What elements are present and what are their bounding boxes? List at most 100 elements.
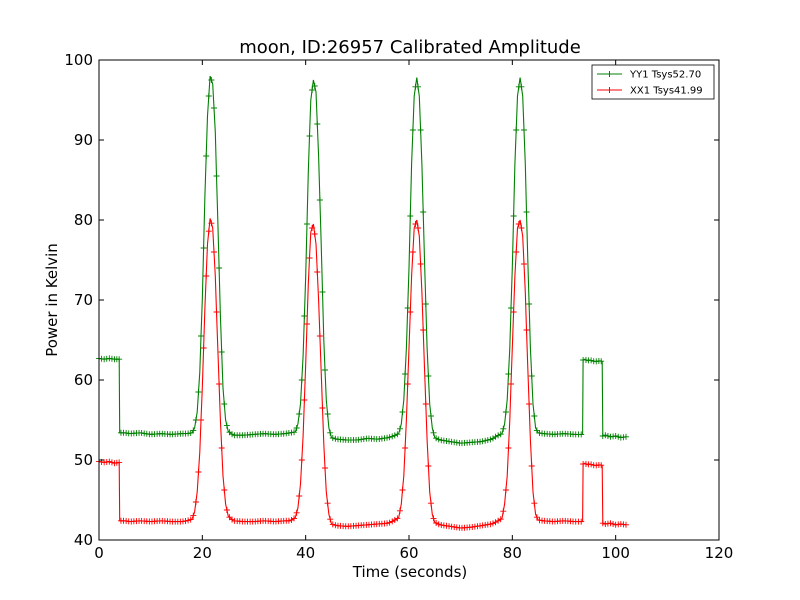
data-point bbox=[296, 411, 303, 417]
data-point bbox=[623, 521, 629, 528]
plot-area bbox=[96, 75, 629, 531]
y-tick-label: 80 bbox=[74, 211, 93, 229]
data-point bbox=[505, 371, 512, 377]
data-point bbox=[435, 521, 442, 528]
data-point bbox=[205, 93, 212, 99]
data-point bbox=[218, 445, 225, 451]
data-point bbox=[531, 413, 538, 419]
data-point bbox=[324, 500, 331, 507]
data-point bbox=[311, 231, 318, 237]
data-point bbox=[327, 429, 334, 436]
data-point bbox=[417, 261, 424, 267]
data-point bbox=[208, 77, 215, 83]
x-tick-label: 40 bbox=[296, 544, 315, 562]
data-point bbox=[208, 220, 215, 227]
data-point bbox=[430, 429, 437, 436]
data-point bbox=[203, 273, 210, 279]
x-tick-label: 80 bbox=[503, 544, 522, 562]
y-tick-label: 40 bbox=[74, 531, 93, 549]
data-point bbox=[407, 213, 414, 219]
y-axis-label: Power in Kelvin bbox=[43, 243, 61, 357]
data-point bbox=[420, 327, 427, 333]
data-point bbox=[210, 105, 217, 111]
data-point bbox=[520, 261, 527, 267]
data-point bbox=[116, 356, 123, 363]
data-point bbox=[497, 431, 504, 438]
x-tick-label: 60 bbox=[399, 544, 418, 562]
data-point bbox=[497, 516, 504, 523]
data-point bbox=[526, 401, 533, 407]
chart-title: moon, ID:26957 Calibrated Amplitude bbox=[239, 37, 581, 58]
data-point bbox=[223, 507, 230, 513]
data-point bbox=[384, 520, 391, 527]
data-point bbox=[500, 425, 507, 432]
data-point bbox=[319, 405, 326, 411]
data-point bbox=[329, 435, 336, 441]
data-point bbox=[513, 249, 520, 255]
legend-marker bbox=[606, 71, 613, 77]
data-point bbox=[291, 515, 298, 522]
data-point bbox=[291, 429, 298, 436]
data-point bbox=[508, 381, 515, 387]
data-point bbox=[399, 487, 406, 493]
data-point bbox=[309, 225, 316, 231]
data-point bbox=[433, 435, 440, 442]
data-point bbox=[523, 209, 530, 215]
data-point bbox=[598, 358, 605, 365]
data-point bbox=[389, 518, 396, 525]
data-point bbox=[578, 518, 585, 525]
data-point bbox=[293, 425, 300, 431]
data-point bbox=[602, 432, 609, 439]
data-point bbox=[404, 381, 411, 387]
data-point bbox=[599, 520, 606, 527]
legend-marker bbox=[606, 87, 613, 93]
data-point bbox=[599, 433, 606, 439]
data-point bbox=[528, 463, 535, 469]
data-point bbox=[523, 327, 530, 333]
data-point bbox=[195, 469, 202, 475]
data-point bbox=[221, 401, 228, 407]
data-point bbox=[422, 401, 429, 407]
y-tick-label: 90 bbox=[74, 131, 93, 149]
data-point bbox=[500, 508, 507, 515]
data-point bbox=[425, 373, 432, 379]
data-point bbox=[417, 127, 424, 133]
data-point bbox=[531, 500, 538, 507]
data-point bbox=[190, 427, 197, 434]
data-point bbox=[306, 133, 313, 139]
data-point bbox=[495, 432, 502, 439]
data-point bbox=[528, 373, 535, 379]
data-point bbox=[402, 371, 409, 377]
x-tick-label: 0 bbox=[94, 544, 104, 562]
data-point bbox=[200, 245, 207, 251]
data-point bbox=[430, 515, 437, 522]
data-point bbox=[396, 425, 403, 432]
data-point bbox=[106, 458, 113, 465]
x-tick-label: 100 bbox=[601, 544, 630, 562]
data-point bbox=[612, 433, 619, 439]
data-point bbox=[420, 209, 427, 215]
series-xx1 bbox=[96, 218, 629, 531]
data-point bbox=[588, 357, 595, 364]
data-point bbox=[309, 87, 316, 93]
data-point bbox=[200, 345, 207, 351]
data-point bbox=[607, 520, 614, 527]
data-point bbox=[402, 445, 409, 451]
data-point bbox=[394, 431, 401, 438]
data-point bbox=[508, 305, 515, 311]
data-point bbox=[298, 457, 305, 463]
data-point bbox=[578, 431, 585, 438]
data-point bbox=[314, 121, 321, 127]
data-point bbox=[518, 225, 525, 231]
data-point bbox=[314, 269, 321, 275]
legend-label: YY1 Tsys52.70 bbox=[629, 70, 701, 81]
data-point bbox=[203, 153, 210, 159]
data-point bbox=[301, 313, 308, 319]
data-point bbox=[319, 289, 326, 295]
data-point bbox=[412, 221, 419, 227]
data-point bbox=[427, 500, 434, 507]
data-point bbox=[404, 305, 411, 311]
series-yy1 bbox=[96, 75, 629, 447]
data-point bbox=[322, 465, 329, 471]
